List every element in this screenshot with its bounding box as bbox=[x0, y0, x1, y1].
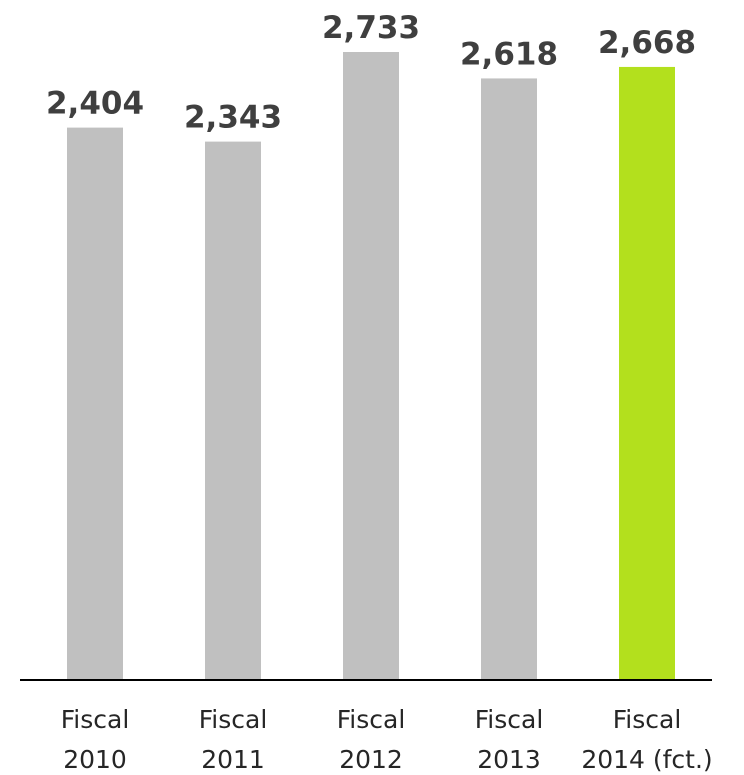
bar-1 bbox=[205, 141, 261, 680]
value-label-4: 2,668 bbox=[598, 25, 696, 61]
bar-0 bbox=[67, 127, 123, 680]
value-label-2: 2,733 bbox=[322, 10, 420, 46]
x-tick-label-0: Fiscal 2010 bbox=[61, 705, 130, 774]
value-label-0: 2,404 bbox=[46, 86, 144, 122]
x-tick-label-1-line-0: Fiscal bbox=[199, 705, 268, 734]
x-tick-label-4: Fiscal 2014 (fct.) bbox=[581, 705, 712, 774]
bars-group bbox=[67, 52, 675, 680]
value-label-1: 2,343 bbox=[184, 100, 282, 136]
x-tick-label-0-line-0: Fiscal bbox=[61, 705, 130, 734]
x-tick-labels-group: Fiscal 2010 Fiscal 2011 Fiscal 2012 Fiscal 2013… bbox=[61, 705, 713, 774]
x-tick-label-3-line-0: Fiscal bbox=[475, 705, 544, 734]
value-label-3: 2,618 bbox=[460, 36, 558, 72]
bar-2 bbox=[343, 52, 399, 680]
bar-3 bbox=[481, 78, 537, 680]
x-tick-label-0-line-1: 2010 bbox=[63, 745, 127, 774]
x-tick-label-4-line-1: 2014 (fct.) bbox=[581, 745, 712, 774]
x-tick-label-2-line-0: Fiscal bbox=[337, 705, 406, 734]
x-tick-label-2-line-1: 2012 bbox=[339, 745, 403, 774]
x-tick-label-3: Fiscal 2013 bbox=[475, 705, 544, 774]
value-labels-group: 2,404 2,343 2,733 2,618 2,668 bbox=[46, 10, 696, 136]
x-tick-label-1-line-1: 2011 bbox=[201, 745, 265, 774]
x-tick-label-1: Fiscal 2011 bbox=[199, 705, 268, 774]
x-tick-label-2: Fiscal 2012 bbox=[337, 705, 406, 774]
x-tick-label-4-line-0: Fiscal bbox=[613, 705, 682, 734]
x-tick-label-3-line-1: 2013 bbox=[477, 745, 541, 774]
bar-4 bbox=[619, 66, 675, 680]
